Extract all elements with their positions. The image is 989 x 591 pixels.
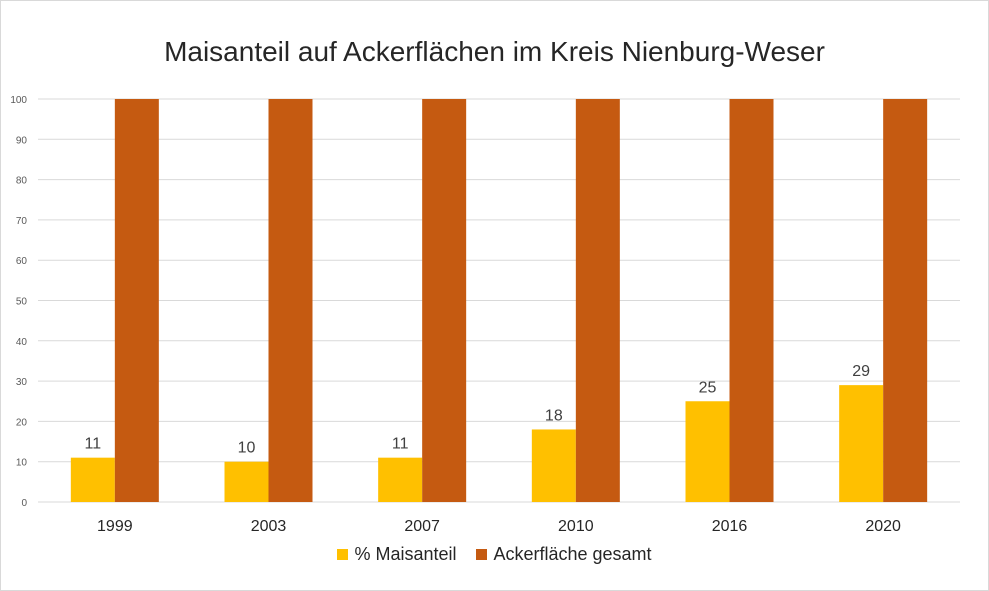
x-tick-label: 2020 xyxy=(865,518,901,535)
legend-label: % Maisanteil xyxy=(354,544,457,564)
y-tick-label: 70 xyxy=(16,216,28,227)
bar-maisanteil-1999 xyxy=(70,457,115,502)
data-label: 18 xyxy=(545,407,563,424)
legend-swatch xyxy=(476,549,488,560)
bar-ackerflaeche-2016 xyxy=(729,99,774,502)
bar-maisanteil-2020 xyxy=(839,385,884,502)
bar-ackerflaeche-2010 xyxy=(575,99,620,502)
bar-ackerflaeche-2003 xyxy=(268,99,313,502)
data-label: 10 xyxy=(238,440,256,457)
y-tick-label: 50 xyxy=(16,297,28,308)
y-tick-label: 80 xyxy=(16,176,28,187)
bar-maisanteil-2003 xyxy=(224,461,269,502)
bar-ackerflaeche-2007 xyxy=(422,99,467,502)
legend-item: Ackerfläche gesamt xyxy=(476,544,652,565)
bar-ackerflaeche-1999 xyxy=(114,99,159,502)
y-tick-label: 30 xyxy=(16,377,28,388)
legend: % Maisanteil Ackerfläche gesamt xyxy=(0,544,989,565)
x-tick-label: 2007 xyxy=(404,518,440,535)
data-label: 29 xyxy=(852,363,870,380)
y-tick-label: 10 xyxy=(16,458,28,469)
bar-ackerflaeche-2020 xyxy=(883,99,928,502)
y-tick-label: 100 xyxy=(10,95,27,106)
data-label: 11 xyxy=(85,436,102,453)
x-tick-label: 2003 xyxy=(251,518,287,535)
y-tick-label: 40 xyxy=(16,337,28,348)
x-tick-label: 1999 xyxy=(97,518,133,535)
bar-maisanteil-2010 xyxy=(531,429,576,502)
bar-maisanteil-2016 xyxy=(685,401,730,502)
y-tick-label: 90 xyxy=(16,135,28,146)
data-label: 25 xyxy=(699,379,717,396)
y-tick-label: 0 xyxy=(21,498,27,509)
bar-maisanteil-2007 xyxy=(378,457,423,502)
chart-title: Maisanteil auf Ackerflächen im Kreis Nie… xyxy=(164,36,825,67)
legend-item: % Maisanteil xyxy=(337,544,456,565)
data-label: 11 xyxy=(392,436,409,453)
legend-label: Ackerfläche gesamt xyxy=(493,544,652,564)
legend-swatch xyxy=(337,549,349,560)
y-tick-label: 20 xyxy=(16,417,28,428)
y-tick-label: 60 xyxy=(16,256,28,267)
x-tick-label: 2010 xyxy=(558,518,594,535)
x-tick-label: 2016 xyxy=(712,518,748,535)
